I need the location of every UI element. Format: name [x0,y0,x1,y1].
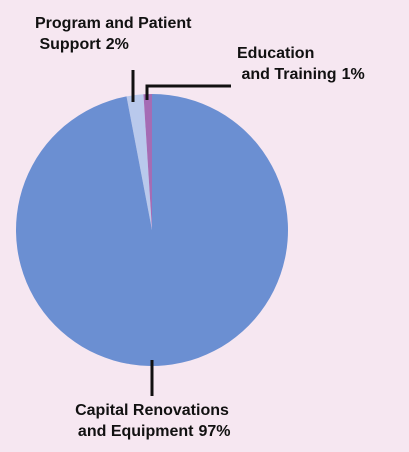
slice-label: Education and Training 1% [237,45,365,83]
value-label: 97% [198,423,230,440]
value-label: 1% [342,66,365,83]
slice-label: Program and Patient Support 2% [35,15,192,53]
pie-slice [16,94,289,366]
pie-slice [143,94,152,230]
category-label: Program and Patient Support [35,15,192,53]
slice-label: Capital Renovations and Equipment 97% [73,402,230,440]
category-label: Capital Renovations and Equipment [73,402,229,440]
value-label: 2% [106,36,129,53]
leader-line [145,84,231,100]
pie-slice [126,94,152,230]
category-label: Education and Training [237,45,337,83]
